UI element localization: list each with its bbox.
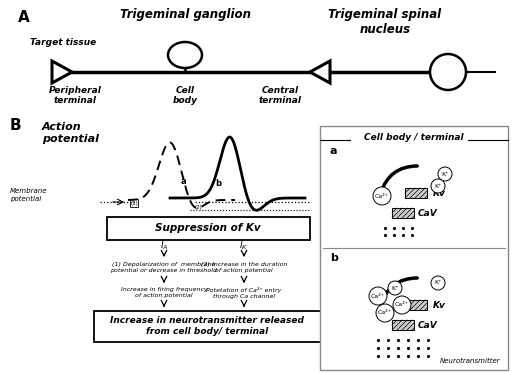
Circle shape (431, 276, 445, 290)
Text: Increase in neurotransmitter released
from cell body/ terminal: Increase in neurotransmitter released fr… (111, 316, 305, 336)
Text: K⁺: K⁺ (391, 285, 399, 291)
Text: Membrane
potential: Membrane potential (10, 189, 48, 202)
Circle shape (373, 187, 391, 205)
Text: Peripheral
terminal: Peripheral terminal (49, 86, 101, 105)
Text: CaV: CaV (418, 208, 438, 218)
Circle shape (431, 179, 445, 193)
Text: A: A (18, 10, 30, 25)
Text: Suppression of Kv: Suppression of Kv (155, 223, 261, 233)
Polygon shape (310, 61, 330, 83)
Text: CaV: CaV (418, 321, 438, 330)
Text: Neurotransmitter: Neurotransmitter (439, 358, 500, 364)
Text: (2): (2) (194, 205, 202, 209)
Text: b: b (330, 253, 338, 263)
Circle shape (388, 281, 402, 295)
Circle shape (430, 54, 466, 90)
Text: Kv: Kv (433, 189, 446, 198)
Text: a: a (330, 146, 337, 156)
Text: Trigeminal spinal
nucleus: Trigeminal spinal nucleus (328, 8, 441, 36)
Text: Cell body / terminal: Cell body / terminal (364, 133, 464, 142)
FancyBboxPatch shape (94, 311, 322, 341)
Circle shape (369, 287, 387, 305)
Text: Ca²⁺: Ca²⁺ (371, 294, 385, 298)
Ellipse shape (168, 42, 202, 68)
Text: Ca²⁺: Ca²⁺ (375, 193, 389, 199)
Text: Potetation of Ca²⁺ entry
through Ca channel: Potetation of Ca²⁺ entry through Ca chan… (206, 287, 282, 299)
Text: K⁺: K⁺ (434, 183, 442, 189)
Circle shape (393, 296, 411, 314)
Text: K⁺: K⁺ (441, 171, 449, 176)
Polygon shape (52, 61, 72, 83)
Bar (392, 208, 414, 218)
Text: (1) Depolarization of  membrane
potential or decrease in threshold: (1) Depolarization of membrane potential… (111, 262, 218, 273)
Text: Ca²⁺: Ca²⁺ (395, 302, 409, 308)
Text: (1): (1) (130, 201, 138, 205)
Text: Central
terminal: Central terminal (259, 86, 302, 105)
Bar (130, 199, 138, 207)
Text: Target tissue: Target tissue (30, 38, 96, 47)
Text: (2) Increase in the duration
of action potential: (2) Increase in the duration of action p… (201, 262, 287, 273)
Bar (405, 188, 427, 198)
FancyBboxPatch shape (106, 217, 309, 240)
Text: Ca²⁺: Ca²⁺ (378, 311, 392, 315)
Text: 1st: 1st (176, 50, 194, 60)
Text: Increase in firing frequency
of action potential: Increase in firing frequency of action p… (121, 287, 207, 298)
Text: Cell
body: Cell body (173, 86, 198, 105)
Text: $I_A$: $I_A$ (160, 240, 168, 252)
Text: $I_K$: $I_K$ (240, 240, 249, 252)
Text: Trigeminal ganglion: Trigeminal ganglion (119, 8, 250, 21)
Text: a: a (180, 177, 186, 186)
Text: 2nd: 2nd (437, 67, 459, 77)
Circle shape (438, 167, 452, 181)
Bar (392, 320, 414, 330)
Text: b: b (215, 179, 221, 187)
Circle shape (376, 304, 394, 322)
FancyBboxPatch shape (320, 126, 508, 370)
Text: Kv: Kv (433, 301, 446, 310)
Bar (405, 300, 427, 310)
Text: K⁺: K⁺ (434, 280, 442, 285)
Text: B: B (10, 118, 22, 133)
Text: Action
potential: Action potential (42, 122, 99, 144)
